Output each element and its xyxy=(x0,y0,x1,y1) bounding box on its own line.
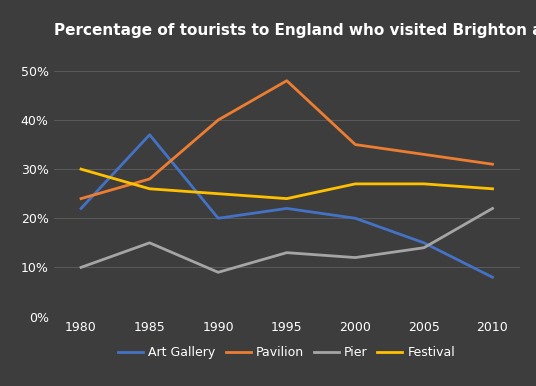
Festival xyxy=(146,186,153,191)
Pavilion xyxy=(215,118,221,122)
Art Gallery xyxy=(215,216,221,220)
Art Gallery xyxy=(146,132,153,137)
Pier xyxy=(146,240,153,245)
Pier xyxy=(489,206,496,211)
Pavilion xyxy=(146,177,153,181)
Art Gallery xyxy=(421,240,427,245)
Line: Festival: Festival xyxy=(81,169,493,199)
Line: Art Gallery: Art Gallery xyxy=(81,135,493,277)
Art Gallery xyxy=(489,275,496,279)
Festival xyxy=(352,181,359,186)
Festival xyxy=(489,186,496,191)
Pier xyxy=(284,251,290,255)
Pier xyxy=(78,265,84,270)
Legend: Art Gallery, Pavilion, Pier, Festival: Art Gallery, Pavilion, Pier, Festival xyxy=(114,341,460,364)
Festival xyxy=(421,181,427,186)
Text: Percentage of tourists to England who visited Brighton attractions: Percentage of tourists to England who vi… xyxy=(54,23,536,38)
Festival xyxy=(215,191,221,196)
Pier xyxy=(215,270,221,274)
Line: Pavilion: Pavilion xyxy=(81,81,493,199)
Line: Pier: Pier xyxy=(81,208,493,272)
Pavilion xyxy=(421,152,427,157)
Pier xyxy=(421,245,427,250)
Pavilion xyxy=(352,142,359,147)
Pavilion xyxy=(489,162,496,166)
Art Gallery xyxy=(284,206,290,211)
Pier xyxy=(352,255,359,260)
Festival xyxy=(78,167,84,171)
Festival xyxy=(284,196,290,201)
Pavilion xyxy=(78,196,84,201)
Pavilion xyxy=(284,78,290,83)
Art Gallery xyxy=(78,206,84,211)
Art Gallery xyxy=(352,216,359,220)
